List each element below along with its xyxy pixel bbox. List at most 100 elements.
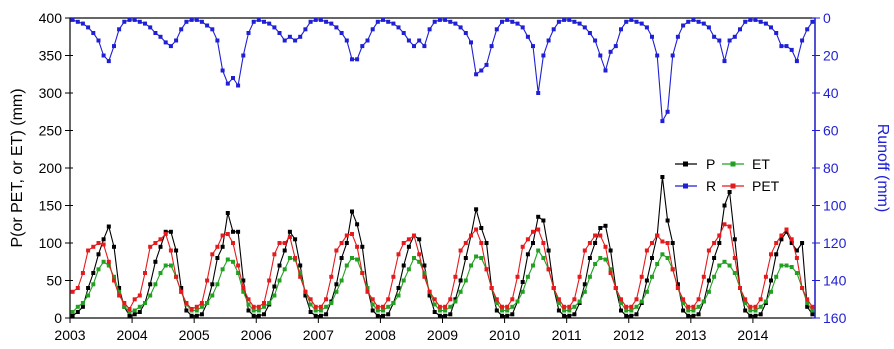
data-point-r <box>551 27 556 32</box>
data-point-pet <box>70 289 75 294</box>
data-point-r <box>112 44 116 49</box>
data-point-p <box>137 310 142 314</box>
data-point-p <box>225 211 230 215</box>
x-tick-label: 2013 <box>675 327 706 343</box>
data-point-r <box>500 19 504 24</box>
data-point-r <box>541 53 546 58</box>
data-point-r <box>453 21 458 26</box>
data-point-p <box>437 313 442 318</box>
data-point-pet <box>287 235 292 239</box>
data-point-et <box>153 282 158 287</box>
plot-area <box>69 17 816 319</box>
data-point-r <box>789 47 794 52</box>
data-point-et <box>520 289 525 294</box>
data-point-et <box>386 304 391 309</box>
data-point-pet <box>624 304 629 309</box>
left-tick-label: 0 <box>54 310 62 326</box>
data-point-pet <box>241 286 246 290</box>
left-tick-label: 400 <box>39 10 63 26</box>
data-point-pet <box>603 244 608 249</box>
data-point-r <box>510 19 515 24</box>
data-point-r <box>655 53 660 58</box>
data-point-pet <box>282 241 287 245</box>
data-point-et <box>75 304 80 309</box>
data-point-pet <box>593 233 598 238</box>
data-point-pet <box>298 274 303 279</box>
data-point-et <box>474 254 479 259</box>
data-point-pet <box>334 248 339 253</box>
data-point-pet <box>644 248 649 253</box>
right-tick-label: 100 <box>823 198 847 214</box>
data-point-p <box>696 312 701 317</box>
data-point-p <box>432 310 437 314</box>
data-point-r <box>272 25 277 30</box>
data-point-p <box>624 313 629 318</box>
data-point-et <box>753 308 758 313</box>
data-point-et <box>686 308 691 313</box>
data-point-et <box>80 301 85 305</box>
data-point-p <box>375 313 380 318</box>
data-point-r <box>75 19 80 24</box>
data-point-et <box>86 293 91 298</box>
data-point-et <box>112 274 116 279</box>
data-point-r <box>132 17 137 22</box>
data-point-et <box>158 271 163 275</box>
data-point-et <box>712 274 717 279</box>
data-point-p <box>665 218 670 223</box>
data-point-pet <box>417 252 422 257</box>
data-point-pet <box>251 304 256 309</box>
data-point-p <box>132 312 137 317</box>
data-point-r <box>448 19 453 24</box>
data-point-et <box>381 308 385 313</box>
data-point-et <box>199 304 204 309</box>
data-point-pet <box>743 297 748 302</box>
data-point-r <box>665 109 670 114</box>
data-point-p <box>344 241 349 245</box>
data-point-p <box>789 241 794 245</box>
data-point-pet <box>189 307 194 311</box>
data-point-pet <box>587 241 592 245</box>
data-point-r <box>231 76 235 80</box>
data-point-et <box>298 271 303 275</box>
data-point-et <box>267 301 272 305</box>
data-point-r <box>489 44 494 49</box>
data-point-pet <box>582 248 587 253</box>
data-point-et <box>789 265 794 269</box>
right-tick-label: 80 <box>823 160 839 176</box>
data-point-et <box>531 263 535 268</box>
data-point-et <box>375 308 380 313</box>
data-point-pet <box>686 304 691 309</box>
data-point-r <box>210 27 215 32</box>
data-point-et <box>469 263 473 268</box>
data-point-p <box>510 312 515 317</box>
data-point-et <box>401 278 406 283</box>
data-point-r <box>691 17 696 22</box>
data-point-r <box>619 27 623 32</box>
data-point-r <box>494 27 499 32</box>
x-tick-label: 2014 <box>737 327 768 343</box>
data-point-et <box>137 304 142 309</box>
data-point-et <box>324 304 329 309</box>
data-point-p <box>303 293 308 298</box>
data-point-r <box>199 19 204 24</box>
data-point-r <box>334 25 339 30</box>
legend-item-r: R <box>675 178 716 194</box>
data-point-p <box>370 308 375 313</box>
data-point-r <box>225 81 230 86</box>
data-point-r <box>613 44 618 49</box>
data-point-r <box>582 25 587 30</box>
data-point-r <box>686 19 691 24</box>
data-point-r <box>675 34 680 39</box>
data-point-pet <box>732 256 737 260</box>
right-tick-label: 120 <box>823 235 847 251</box>
data-point-et <box>567 308 572 313</box>
data-point-pet <box>303 289 308 294</box>
data-point-pet <box>598 233 603 238</box>
data-point-r <box>277 31 282 35</box>
data-point-pet <box>148 244 153 249</box>
data-point-p <box>91 271 96 275</box>
data-point-r <box>763 21 768 26</box>
data-point-p <box>562 313 567 318</box>
data-point-pet <box>567 304 572 309</box>
data-point-et <box>655 262 660 266</box>
